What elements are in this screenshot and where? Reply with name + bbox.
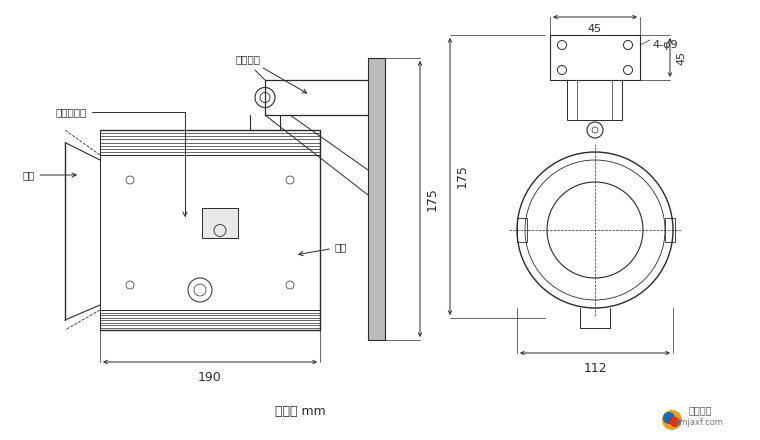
Bar: [550, 35, 640, 80]
Text: 智森消防: 智森消防: [689, 405, 712, 415]
Circle shape: [663, 412, 675, 424]
Text: 上盖: 上盖: [22, 170, 76, 180]
Text: 45: 45: [676, 51, 686, 65]
Bar: [517, 218, 527, 242]
Text: 单位： mm: 单位： mm: [274, 405, 325, 418]
Text: 45: 45: [588, 24, 602, 34]
Bar: [568, 80, 622, 120]
Circle shape: [662, 410, 682, 430]
Text: 下盖: 下盖: [299, 242, 347, 256]
Text: 112: 112: [583, 362, 606, 375]
Text: 175: 175: [456, 165, 469, 188]
Text: 175: 175: [426, 187, 439, 211]
Text: 190: 190: [198, 371, 222, 384]
Text: zmjaxf.com: zmjaxf.com: [676, 418, 724, 427]
Bar: [202, 208, 238, 238]
Text: 安装支架: 安装支架: [235, 54, 306, 93]
Bar: [665, 218, 675, 242]
Circle shape: [670, 417, 680, 427]
Text: 4-φ9: 4-φ9: [652, 40, 678, 50]
Bar: [368, 58, 385, 340]
Text: 探测器主体: 探测器主体: [55, 107, 187, 216]
